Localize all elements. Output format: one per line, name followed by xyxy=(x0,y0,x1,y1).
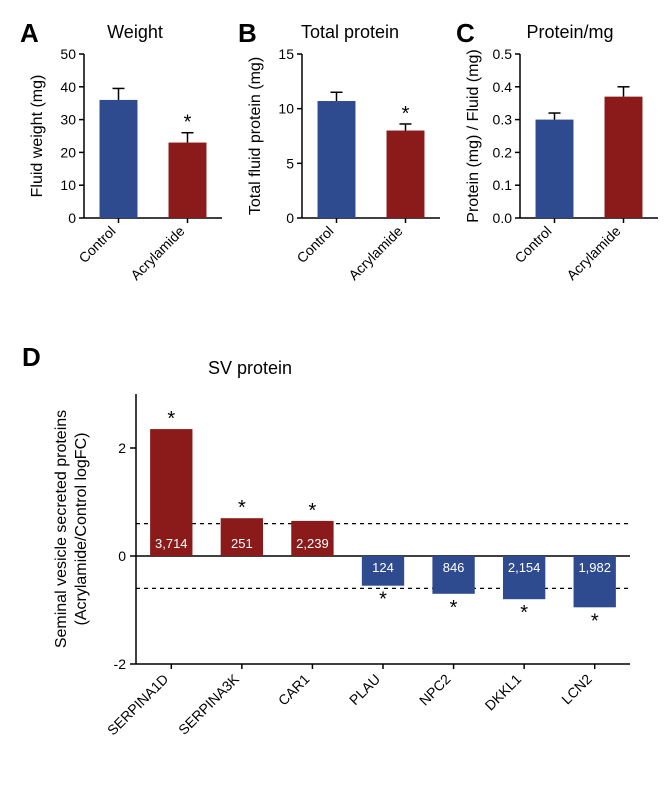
svg-text:2,154: 2,154 xyxy=(508,560,541,575)
svg-text:2,239: 2,239 xyxy=(296,536,329,551)
svg-text:5: 5 xyxy=(286,155,294,171)
chart-d: -2 0 2 Seminal vesicle secreted proteins(Ac… xyxy=(40,384,640,784)
svg-text:*: * xyxy=(309,500,317,522)
svg-text:0.1: 0.1 xyxy=(493,177,513,193)
svg-text:0.3: 0.3 xyxy=(493,112,513,128)
title-d: SV protein xyxy=(180,358,320,379)
svg-text:*: * xyxy=(520,602,528,624)
svg-text:SERPINA3K: SERPINA3K xyxy=(175,670,242,737)
svg-text:30: 30 xyxy=(60,112,76,128)
svg-text:10: 10 xyxy=(60,177,76,193)
chart-c: 0.0 0.1 0.2 0.3 0.4 0.5 Protein (mg) / Fluid (… xyxy=(464,48,664,308)
svg-text:LCN2: LCN2 xyxy=(558,671,595,708)
panel-label-a: A xyxy=(20,18,39,49)
svg-text:0.2: 0.2 xyxy=(493,144,513,160)
svg-text:Total fluid protein (mg): Total fluid protein (mg) xyxy=(247,57,264,215)
svg-text:Acrylamide: Acrylamide xyxy=(345,223,405,283)
figure-root: A B C D Weight Total protein Protein/mg … xyxy=(0,0,664,789)
svg-text:*: * xyxy=(379,589,387,611)
svg-text:Seminal vesicle secreted prote: Seminal vesicle secreted proteins xyxy=(53,410,70,648)
svg-text:0.5: 0.5 xyxy=(493,48,513,62)
svg-text:NPC2: NPC2 xyxy=(416,671,454,709)
svg-text:*: * xyxy=(402,103,410,125)
svg-text:Protein (mg) / Fluid (mg): Protein (mg) / Fluid (mg) xyxy=(465,49,482,222)
svg-text:846: 846 xyxy=(443,560,465,575)
svg-text:50: 50 xyxy=(60,48,76,62)
svg-text:Control: Control xyxy=(293,223,336,266)
svg-text:15: 15 xyxy=(278,48,294,62)
svg-text:20: 20 xyxy=(60,144,76,160)
svg-text:CAR1: CAR1 xyxy=(275,671,313,709)
svg-text:10: 10 xyxy=(278,101,294,117)
svg-text:3,714: 3,714 xyxy=(155,536,188,551)
svg-text:(Acrylamide/Control logFC): (Acrylamide/Control logFC) xyxy=(73,433,90,626)
svg-text:251: 251 xyxy=(231,536,253,551)
title-b: Total protein xyxy=(280,22,420,43)
panel-label-d: D xyxy=(22,342,41,373)
svg-text:124: 124 xyxy=(372,560,394,575)
svg-text:0.0: 0.0 xyxy=(493,210,513,226)
svg-text:-2: -2 xyxy=(114,656,127,672)
svg-text:Acrylamide: Acrylamide xyxy=(563,223,623,283)
title-a: Weight xyxy=(70,22,200,43)
svg-text:Control: Control xyxy=(511,223,554,266)
svg-text:0: 0 xyxy=(286,210,294,226)
svg-text:*: * xyxy=(167,408,175,430)
svg-text:DKKL1: DKKL1 xyxy=(482,671,525,714)
svg-text:*: * xyxy=(184,112,192,134)
svg-text:0.4: 0.4 xyxy=(493,79,513,95)
svg-text:40: 40 xyxy=(60,79,76,95)
svg-text:Fluid weight (mg): Fluid weight (mg) xyxy=(29,75,46,198)
chart-b: 0 5 10 15 Total fluid protein (mg) Control * Ac… xyxy=(246,48,446,308)
svg-text:2: 2 xyxy=(118,440,126,456)
svg-text:SERPINA1D: SERPINA1D xyxy=(104,671,171,738)
panel-label-b: B xyxy=(238,18,257,49)
title-c: Protein/mg xyxy=(500,22,640,43)
svg-text:PLAU: PLAU xyxy=(346,671,383,708)
svg-text:1,982: 1,982 xyxy=(578,560,611,575)
svg-text:0: 0 xyxy=(68,210,76,226)
svg-text:*: * xyxy=(450,597,458,619)
svg-text:*: * xyxy=(238,497,246,519)
svg-text:Control: Control xyxy=(75,223,118,266)
chart-a: 0 10 20 30 40 50 Fluid weight (mg) Control * Acry… xyxy=(28,48,228,308)
svg-text:0: 0 xyxy=(118,548,126,564)
panel-label-c: C xyxy=(456,18,475,49)
svg-text:*: * xyxy=(591,610,599,632)
svg-text:Acrylamide: Acrylamide xyxy=(127,223,187,283)
